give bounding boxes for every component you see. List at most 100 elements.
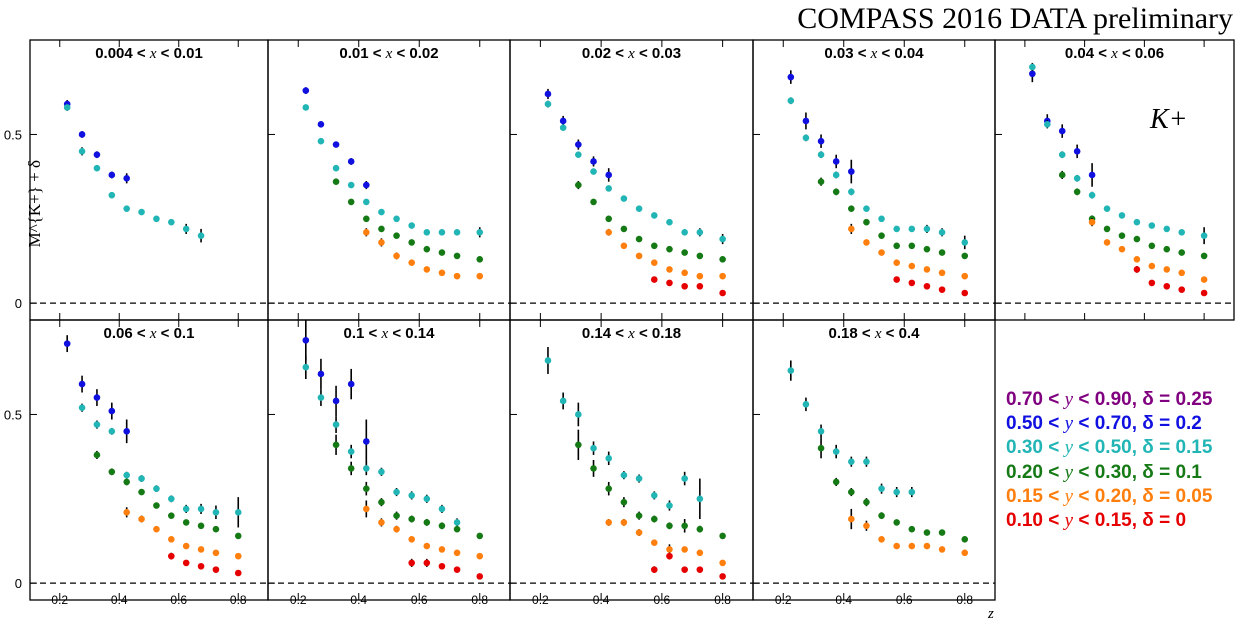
- data-point: [1103, 225, 1111, 233]
- data-point: [476, 552, 484, 560]
- data-point: [182, 505, 190, 513]
- data-point: [476, 228, 484, 236]
- data-point: [908, 542, 916, 550]
- x-tick-label: 0.4: [111, 593, 128, 607]
- data-point: [108, 407, 116, 415]
- legend-y-low: 0.10: [1006, 510, 1043, 532]
- panel: 0.06 < x < 0.1: [29, 319, 269, 601]
- data-point: [123, 428, 130, 435]
- legend-y-high: 0.50: [1094, 437, 1132, 459]
- data-point: [423, 559, 431, 567]
- data-point: [378, 468, 385, 476]
- legend-entry: 0.50 < y < 0.70, δ = 0.2: [1006, 413, 1202, 435]
- data-point: [93, 451, 101, 459]
- data-point: [197, 232, 205, 239]
- data-point: [302, 336, 310, 344]
- data-point: [408, 515, 415, 523]
- x-tick-label: 0.8: [471, 593, 488, 607]
- data-point: [681, 228, 688, 236]
- data-point: [938, 249, 946, 256]
- data-point: [1163, 245, 1171, 253]
- data-point: [938, 529, 946, 536]
- data-point: [878, 249, 885, 256]
- data-point: [363, 215, 370, 223]
- data-point: [1200, 276, 1208, 283]
- data-point: [961, 535, 969, 543]
- data-point: [347, 158, 355, 165]
- data-point: [893, 259, 900, 266]
- data-point: [438, 249, 446, 256]
- data-point: [108, 171, 116, 179]
- data-point: [863, 522, 870, 530]
- data-point: [961, 272, 969, 280]
- data-point: [363, 438, 370, 445]
- data-point: [1029, 63, 1036, 71]
- data-point: [938, 286, 946, 293]
- data-point: [559, 397, 567, 405]
- data-point: [1118, 212, 1126, 219]
- data-point: [302, 87, 310, 94]
- y-tick-label: 0.5: [4, 127, 22, 142]
- y-axis-label: M^{K+} + δ: [25, 160, 44, 247]
- legend-delta: 0.05: [1175, 485, 1213, 507]
- legend-delta: 0.1: [1175, 461, 1202, 483]
- data-point: [197, 546, 205, 553]
- data-point: [650, 212, 658, 219]
- data-point: [153, 215, 160, 223]
- legend-y-low: 0.30: [1006, 437, 1043, 459]
- data-point: [605, 185, 613, 192]
- data-point: [347, 448, 355, 455]
- data-point: [1103, 239, 1111, 246]
- panel: 0.02 < x < 0.03: [509, 39, 754, 321]
- data-point: [1200, 252, 1208, 260]
- legend-entry: 0.15 < y < 0.20, δ = 0.05: [1006, 485, 1213, 507]
- data-point: [332, 397, 340, 405]
- panel-frame: [509, 39, 754, 321]
- data-point: [153, 525, 160, 533]
- data-point: [908, 242, 916, 250]
- data-point: [719, 255, 726, 263]
- panel-label: 0.03 < x < 0.04: [824, 45, 924, 62]
- data-point: [1088, 218, 1096, 226]
- data-point: [544, 357, 552, 364]
- data-point: [893, 519, 900, 526]
- data-point: [212, 508, 220, 516]
- data-point: [666, 502, 673, 509]
- data-point: [108, 468, 116, 476]
- data-point: [63, 104, 71, 111]
- legend-y-high: 0.90: [1094, 389, 1132, 410]
- data-point: [719, 272, 726, 280]
- data-point: [605, 228, 613, 236]
- data-point: [393, 525, 400, 533]
- data-point: [332, 441, 340, 449]
- y-tick-label: 0.5: [4, 407, 22, 422]
- data-point: [923, 225, 931, 233]
- data-point: [832, 158, 840, 165]
- data-point: [408, 239, 415, 246]
- data-point: [423, 495, 431, 503]
- data-point: [681, 522, 688, 530]
- x-tick-label: 0.6: [654, 593, 671, 607]
- data-point: [605, 519, 613, 526]
- x-tick-label: 0.8: [956, 593, 973, 607]
- data-point: [1073, 148, 1081, 155]
- legend-y-high: 0.20: [1094, 485, 1132, 507]
- data-point: [168, 512, 175, 519]
- data-point: [719, 235, 726, 243]
- panel: 0.01 < x < 0.02: [267, 39, 511, 321]
- data-point: [590, 444, 597, 452]
- panel: 0.04 < x < 0.06: [994, 39, 1235, 321]
- data-point: [438, 269, 446, 277]
- data-point: [347, 380, 355, 388]
- data-point: [802, 401, 810, 408]
- data-point: [635, 475, 643, 482]
- data-point: [863, 205, 870, 212]
- data-point: [363, 485, 370, 492]
- data-point: [719, 573, 726, 580]
- x-tick-label: 0.4: [593, 593, 610, 607]
- data-point: [817, 151, 825, 158]
- data-point: [123, 508, 130, 516]
- data-point: [590, 158, 597, 165]
- x-tick-label: 0.4: [835, 593, 852, 607]
- data-point: [590, 168, 597, 175]
